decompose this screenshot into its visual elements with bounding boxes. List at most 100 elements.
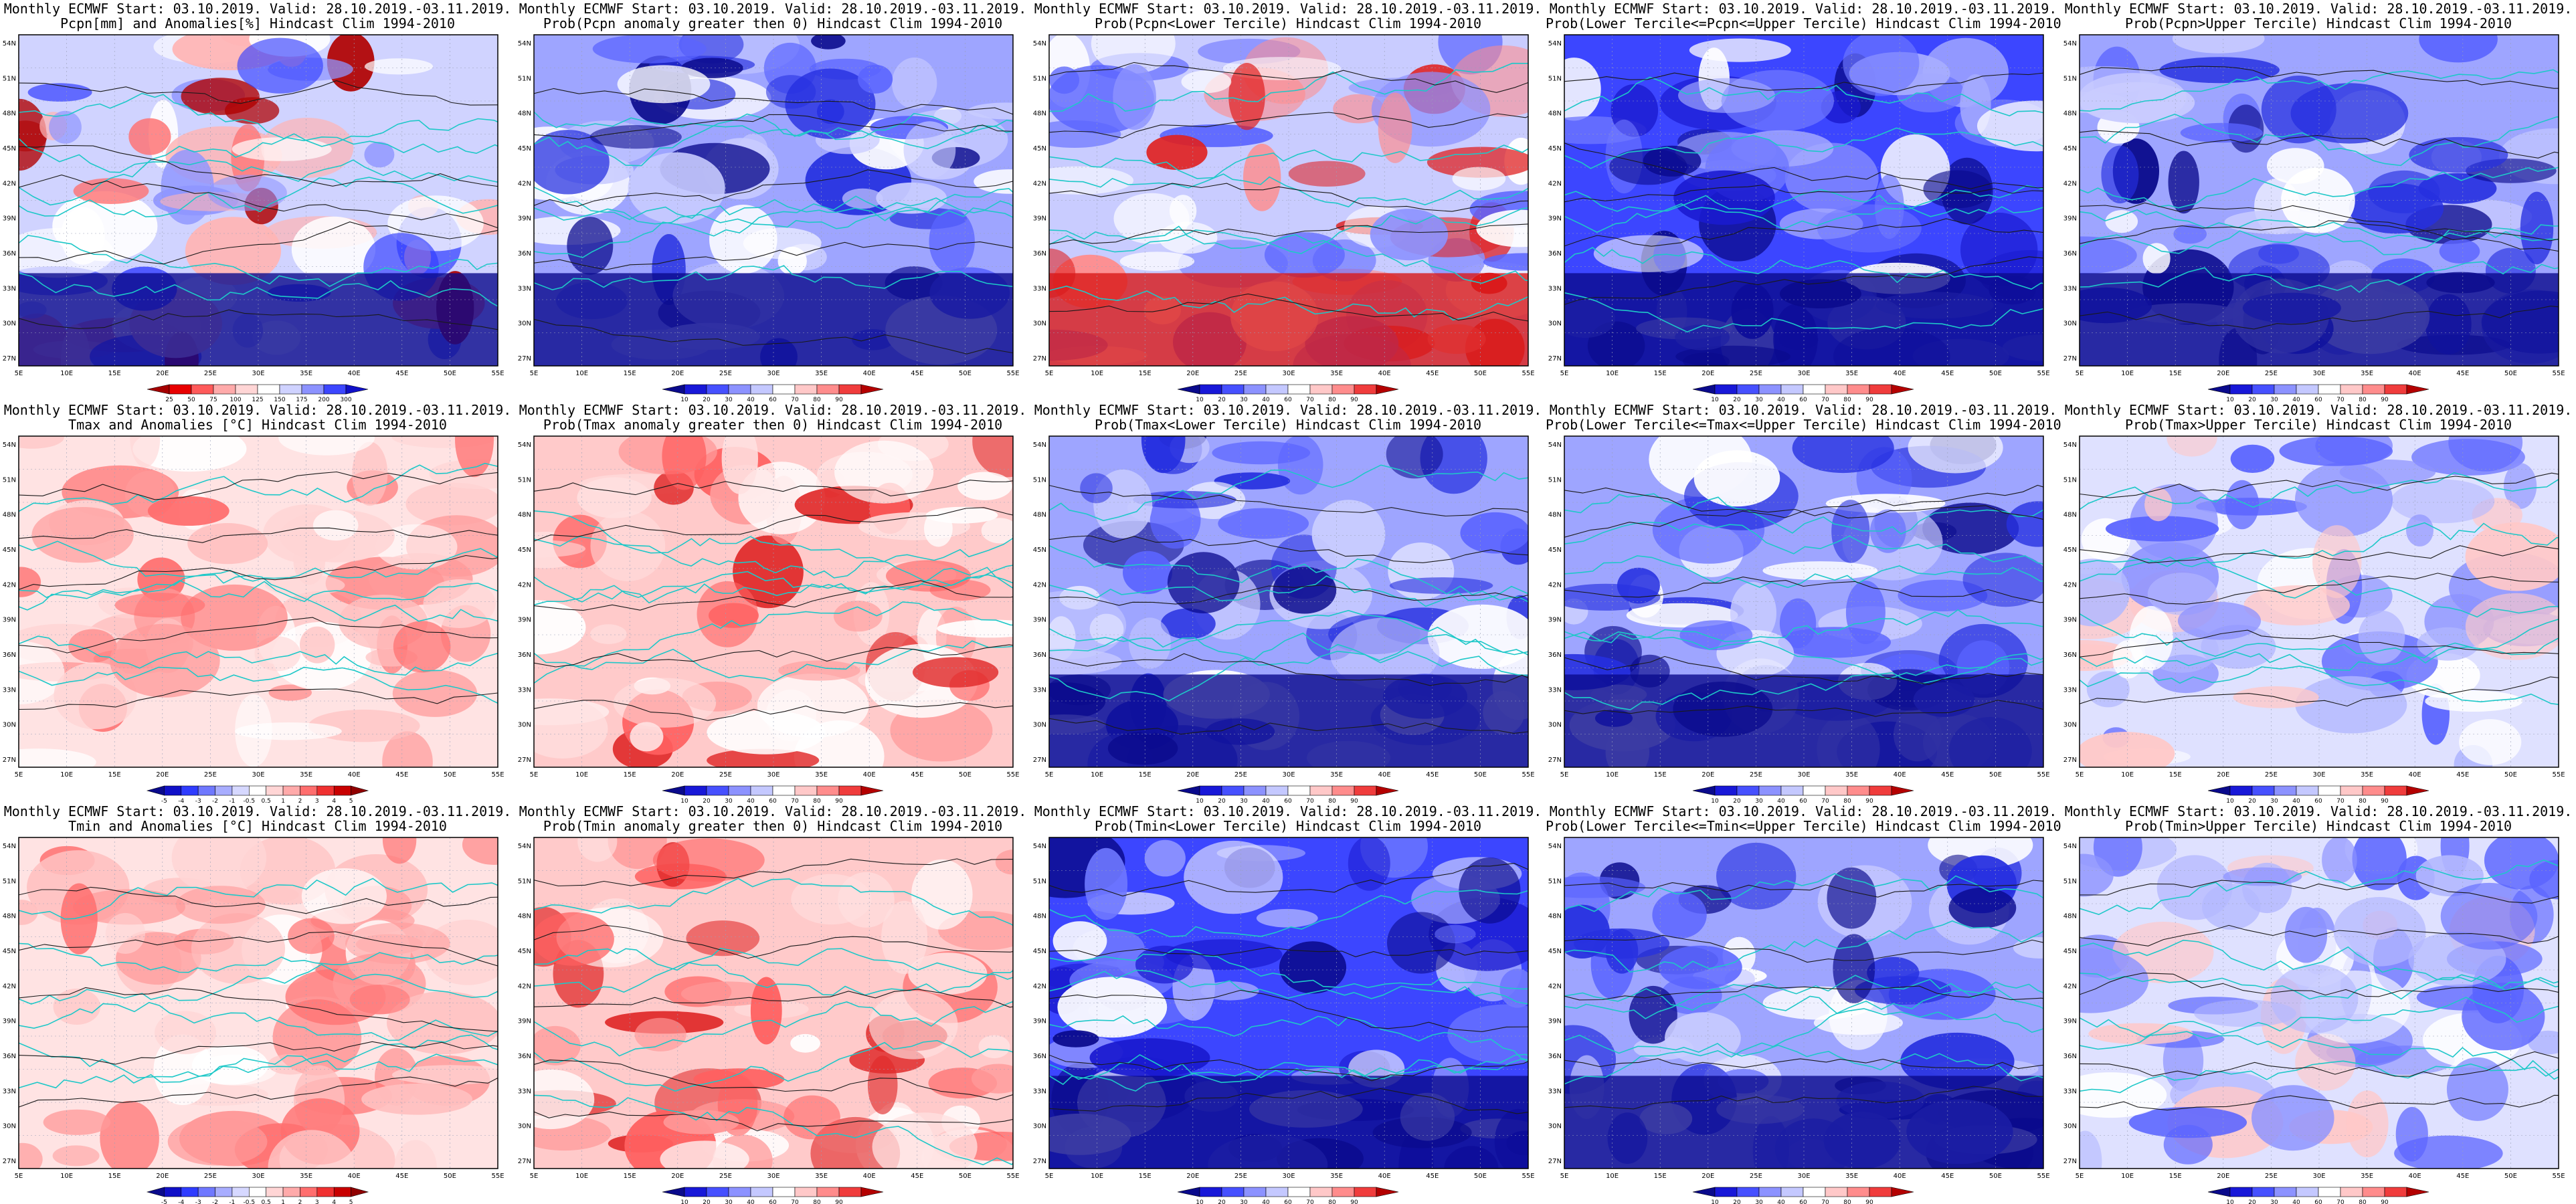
colorbar-label: 90 bbox=[2381, 397, 2389, 401]
longitude-label: 35E bbox=[815, 1173, 828, 1180]
coastline bbox=[1049, 1054, 1528, 1092]
field-patch bbox=[2101, 145, 2139, 204]
colorbar-swatch bbox=[1243, 785, 1267, 796]
colorbar-swatch bbox=[2406, 384, 2429, 395]
colorbar-label: 40 bbox=[747, 1199, 755, 1204]
longitude-label: 15E bbox=[108, 1173, 121, 1180]
latitude-label: 45N bbox=[3, 948, 16, 955]
colorbar-label: -3 bbox=[195, 798, 201, 803]
map-field bbox=[1564, 436, 2043, 767]
field-patch bbox=[278, 436, 375, 456]
colorbar-label: 90 bbox=[2381, 798, 2389, 803]
colorbar-swatch bbox=[2384, 785, 2407, 796]
latitude-label: 27N bbox=[2063, 1158, 2077, 1165]
contour-line bbox=[1564, 142, 2043, 189]
panel-title-variable: Pcpn[mm] and Anomalies[%] Hindcast Clim … bbox=[60, 15, 455, 31]
coastline bbox=[1564, 631, 2043, 680]
panel-title-variable: Prob(Tmax anomaly greater then 0) Hindca… bbox=[543, 417, 1003, 433]
field-patch bbox=[2279, 436, 2393, 466]
field-patch bbox=[2080, 732, 2175, 767]
colorbar-label: 40 bbox=[1777, 798, 1785, 803]
field-patch bbox=[1184, 840, 1283, 914]
field-patch bbox=[2225, 480, 2260, 530]
colorbar-swatch bbox=[706, 785, 729, 796]
contour-line bbox=[19, 221, 498, 265]
field-patch bbox=[52, 1145, 100, 1167]
field-patch bbox=[784, 1095, 840, 1140]
field-patch bbox=[2339, 460, 2436, 485]
longitude-label: 25E bbox=[1750, 370, 1762, 377]
forecast-panel: Monthly ECMWF Start: 03.10.2019. Valid: … bbox=[1546, 803, 2061, 1204]
longitude-label: 30E bbox=[252, 771, 264, 779]
map-field bbox=[1564, 837, 2043, 1169]
field-patch bbox=[765, 75, 816, 109]
colorbar-swatch bbox=[750, 1187, 773, 1197]
colorbar-label: 60 bbox=[2314, 397, 2322, 401]
colorbar-swatch bbox=[662, 1187, 685, 1197]
colorbar-swatch bbox=[1331, 1187, 1355, 1197]
field-patch bbox=[972, 436, 1013, 478]
field-patch bbox=[913, 657, 999, 688]
coastline bbox=[1049, 285, 1528, 321]
colorbar-swatch bbox=[2406, 1187, 2429, 1197]
colorbar-swatch bbox=[860, 785, 884, 796]
forecast-panel: Monthly ECMWF Start: 03.10.2019. Valid: … bbox=[1546, 401, 2061, 803]
longitude-label: 20E bbox=[1701, 1173, 1714, 1180]
contour-line bbox=[1564, 184, 2043, 203]
field-patch bbox=[382, 837, 417, 864]
latitude-label: 45N bbox=[3, 546, 16, 554]
colorbar-swatch bbox=[1847, 384, 1870, 395]
map-field bbox=[534, 436, 1013, 767]
field-patch bbox=[1378, 92, 1412, 163]
colorbar-label: 175 bbox=[296, 397, 307, 401]
colorbar-swatch bbox=[1847, 1187, 1870, 1197]
contour-line bbox=[19, 1076, 498, 1108]
colorbar-label: 30 bbox=[1240, 397, 1248, 401]
field-patch bbox=[876, 182, 947, 214]
field-patch bbox=[1386, 436, 1443, 479]
longitude-label: 10E bbox=[60, 370, 73, 377]
latitude-label: 42N bbox=[3, 983, 16, 990]
longitude-label: 5E bbox=[15, 370, 23, 377]
field-patch bbox=[1214, 472, 1291, 490]
field-patch bbox=[1564, 904, 1610, 959]
longitude-label: 15E bbox=[2169, 771, 2182, 779]
contour-line bbox=[19, 527, 498, 543]
longitude-label: 35E bbox=[1845, 1173, 1858, 1180]
colorbar-label: 60 bbox=[1284, 798, 1292, 803]
latitude-label: 48N bbox=[1548, 110, 1562, 118]
latitude-label: 45N bbox=[1033, 948, 1046, 955]
latitude-label: 30N bbox=[1548, 1123, 1562, 1130]
colorbar-swatch bbox=[1177, 785, 1200, 796]
colorbar-swatch bbox=[1692, 384, 1716, 395]
longitude-label: 45E bbox=[911, 771, 923, 779]
field-patch bbox=[2281, 167, 2355, 233]
colorbar-label: 30 bbox=[2270, 798, 2278, 803]
longitude-label: 30E bbox=[2312, 370, 2325, 377]
colorbar-swatch bbox=[1736, 384, 1760, 395]
coastline bbox=[1049, 969, 1528, 1005]
coastline bbox=[2080, 69, 2559, 112]
field-patch bbox=[1049, 591, 1127, 660]
field-patch bbox=[534, 540, 585, 558]
field-patch bbox=[2391, 479, 2495, 524]
panel-title: Monthly ECMWF Start: 03.10.2019. Valid: … bbox=[2061, 804, 2576, 833]
longitude-label: 55E bbox=[1006, 771, 1019, 779]
field-patch bbox=[733, 535, 804, 609]
colorbar-swatch bbox=[1758, 785, 1782, 796]
colorbar-swatch bbox=[169, 384, 192, 395]
colorbar-swatch bbox=[728, 384, 751, 395]
colorbar-swatch bbox=[1803, 1187, 1826, 1197]
map-field bbox=[1049, 837, 1528, 1169]
panel-title-variable: Prob(Lower Tercile<=Tmax<=Upper Tercile)… bbox=[1546, 417, 2061, 433]
field-patch bbox=[995, 849, 1013, 875]
contour-line bbox=[2080, 973, 2559, 997]
coastline bbox=[534, 195, 1013, 258]
longitude-label: 5E bbox=[15, 771, 23, 779]
longitude-label: 40E bbox=[2409, 370, 2421, 377]
colorbar-label: -5 bbox=[161, 1199, 167, 1204]
